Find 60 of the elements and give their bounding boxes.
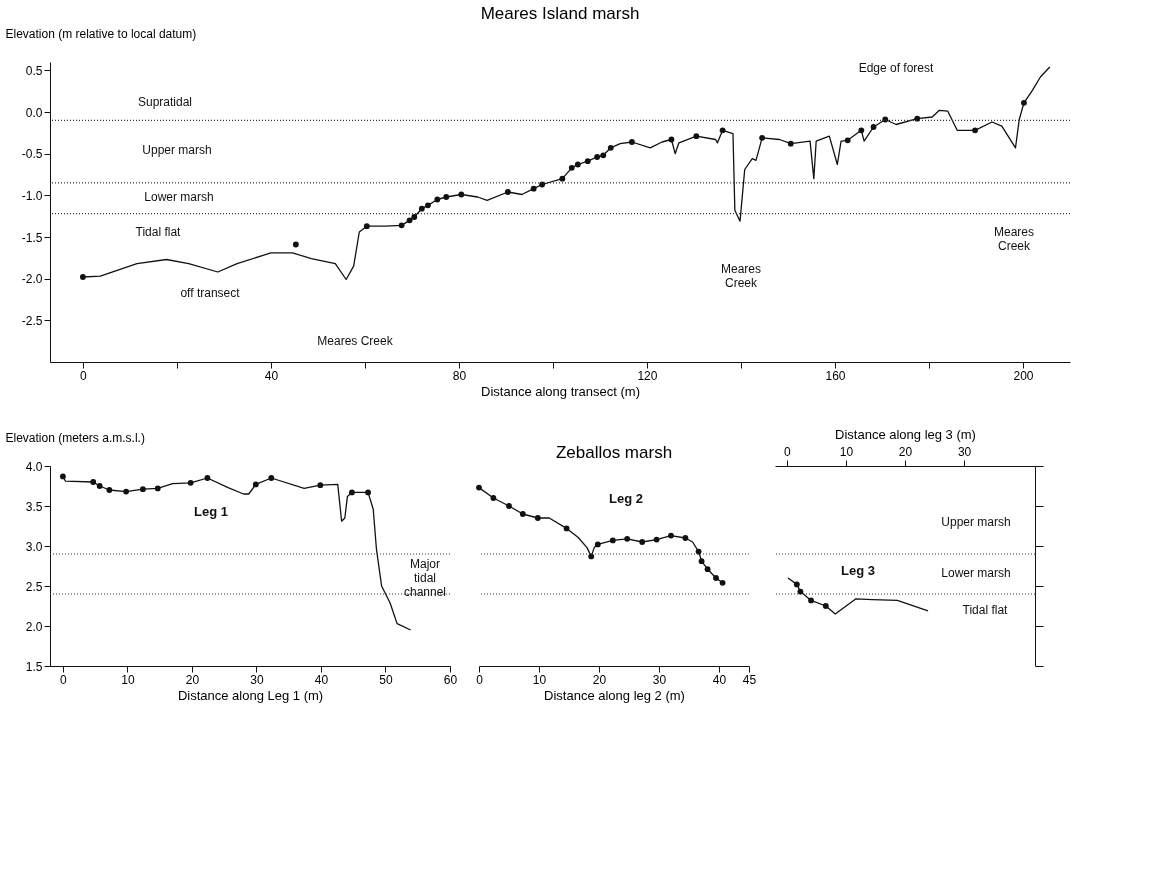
y-tick-label: -2.5 (21, 313, 43, 328)
annotation: Lower marsh (941, 566, 1011, 580)
chart-title: Zeballos marsh (555, 443, 673, 462)
annotation: Meares Creek (317, 334, 394, 348)
annotation: Upper marsh (142, 143, 212, 157)
annotation: Tidal flat (135, 225, 182, 239)
x-axis-title: Distance along Leg 1 (m) (177, 687, 324, 703)
x-tick-label: 10 (532, 672, 547, 687)
y-tick-label: 3.0 (25, 539, 43, 554)
y-tick-label: -1.0 (21, 188, 43, 203)
y-tick-label: 1.5 (25, 659, 43, 674)
annotation: Leg 1 (194, 504, 228, 519)
x-tick-label: 0 (80, 368, 88, 383)
x-tick-label: 20 (898, 444, 913, 459)
x-tick-label: 0 (783, 444, 791, 459)
chart-title: Meares Island marsh (480, 4, 640, 23)
annotation: Tidal flat (962, 603, 1009, 617)
y-axis-title: Elevation (meters a.m.s.l.) (5, 430, 145, 445)
annotation: Meares Creek (720, 262, 762, 290)
y-tick-label: 4.0 (25, 459, 43, 474)
x-tick-label: 30 (250, 672, 264, 687)
annotation: Lower marsh (144, 190, 214, 204)
x-tick-label: 40 (314, 672, 329, 687)
y-tick-label: 0.0 (25, 105, 43, 120)
annotation: Major tidal channel (403, 557, 447, 599)
x-tick-label: 60 (443, 672, 458, 687)
x-tick-label: 20 (185, 672, 200, 687)
annotation: Leg 3 (841, 563, 875, 578)
y-tick-label: -0.5 (21, 147, 43, 162)
x-tick-label: 200 (1013, 368, 1034, 383)
y-tick-label: -1.5 (21, 230, 43, 245)
x-tick-label: 10 (839, 444, 854, 459)
x-tick-label: 0 (60, 672, 68, 687)
x-tick-label: 40 (264, 368, 279, 383)
annotation: Supratidal (137, 95, 193, 109)
x-tick-label: 45 (742, 672, 757, 687)
y-tick-label: 2.0 (25, 619, 43, 634)
x-tick-label: 160 (825, 368, 846, 383)
y-axis-title: Elevation (m relative to local datum) (5, 26, 197, 41)
x-tick-label: 10 (121, 672, 135, 687)
y-tick-label: 2.5 (25, 579, 43, 594)
y-tick-label: 0.5 (25, 63, 43, 78)
x-tick-label: 30 (652, 672, 667, 687)
x-axis-title: Distance along transect (m) (481, 383, 640, 399)
x-tick-label: 20 (592, 672, 607, 687)
annotation: Upper marsh (941, 515, 1011, 529)
y-tick-label: -2.0 (21, 272, 43, 287)
x-tick-label: 80 (452, 368, 467, 383)
x-axis-title: Distance along leg 2 (m) (544, 687, 685, 703)
x-tick-label: 50 (379, 672, 393, 687)
annotation: Edge of forest (858, 61, 935, 75)
x-tick-label: 0 (476, 672, 484, 687)
annotation: Meares Creek (993, 225, 1035, 253)
x-tick-label: 30 (957, 444, 972, 459)
x-axis-title: Distance along leg 3 (m) (835, 426, 976, 442)
annotation: Leg 2 (609, 491, 643, 506)
y-tick-label: 3.5 (25, 499, 43, 514)
annotation: off transect (180, 286, 241, 300)
x-tick-label: 40 (712, 672, 727, 687)
x-tick-label: 120 (637, 368, 658, 383)
